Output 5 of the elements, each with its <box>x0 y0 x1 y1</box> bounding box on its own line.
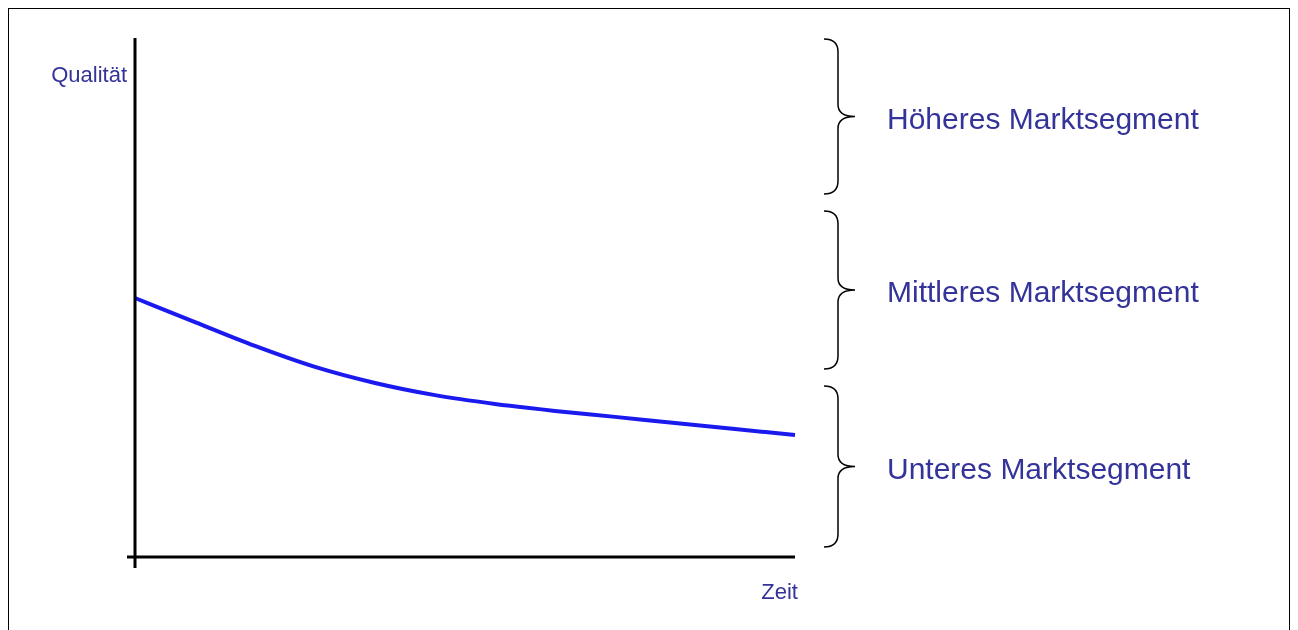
text: Höheres Marktsegment <box>887 101 1199 136</box>
text: Qualität <box>51 62 127 88</box>
text: Unteres Marktsegment <box>887 451 1191 486</box>
x-axis-title: Zeit <box>761 579 798 605</box>
text: Mittleres Marktsegment <box>887 275 1199 309</box>
